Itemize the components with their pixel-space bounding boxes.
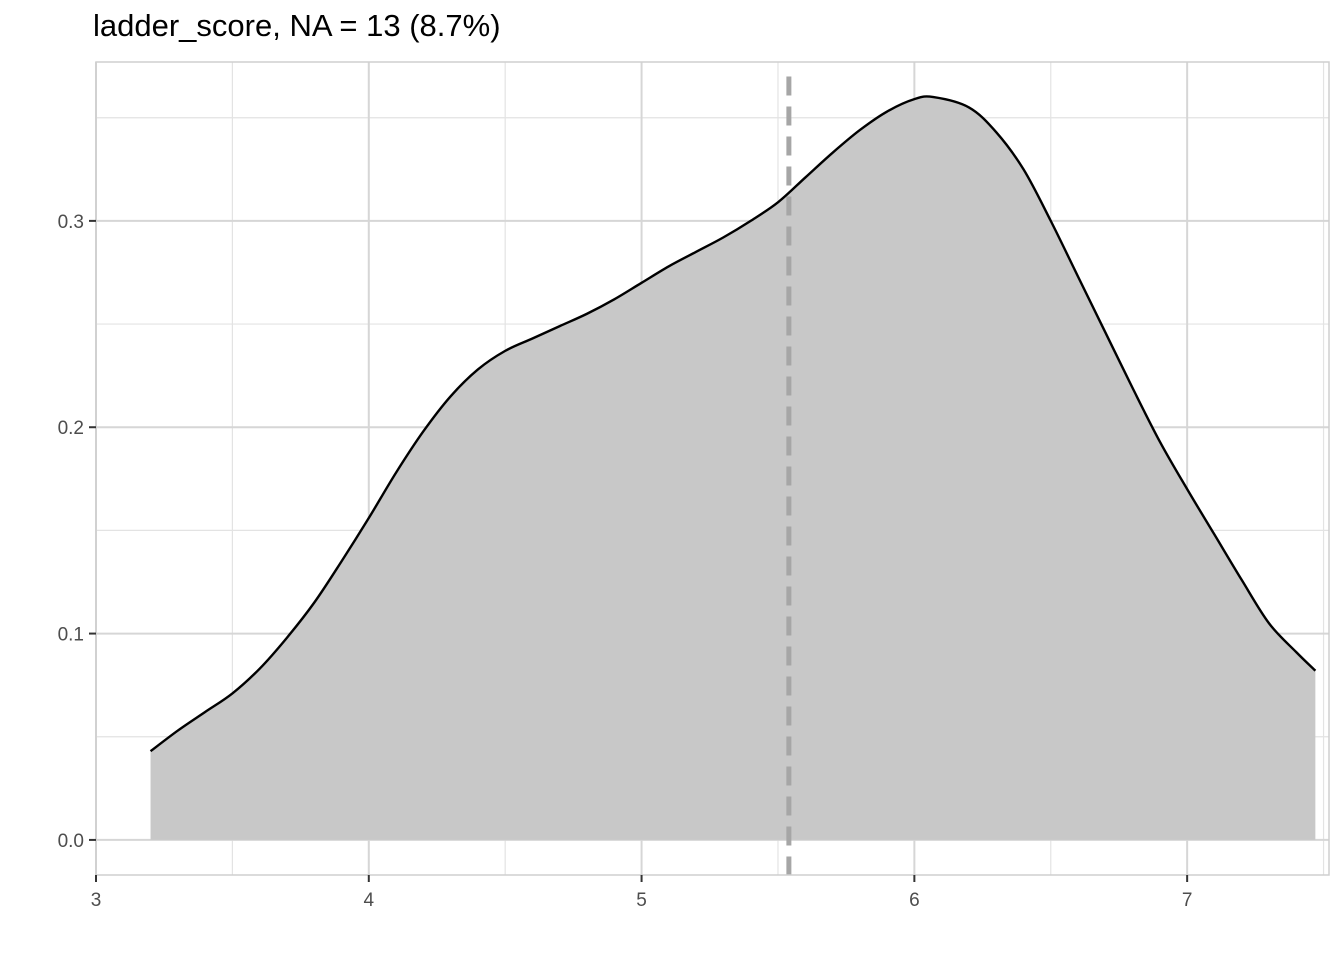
density-line [149, 95, 1317, 753]
x-tick-label: 3 [91, 890, 102, 911]
density-series [149, 95, 1317, 840]
x-tick-label: 5 [636, 890, 647, 911]
chart-title: ladder_score, NA = 13 (8.7%) [93, 8, 501, 43]
density-area [150, 96, 1316, 840]
panel-border [95, 61, 1330, 876]
y-tick-label: 0.0 [58, 831, 84, 852]
x-tick-label: 7 [1182, 890, 1193, 911]
y-tick-label: 0.1 [58, 625, 84, 646]
x-tick-label: 6 [909, 890, 920, 911]
plot-panel-border [95, 61, 1330, 876]
x-tick-label: 4 [363, 890, 374, 911]
y-tick-label: 0.3 [58, 212, 84, 233]
y-tick-label: 0.2 [58, 418, 84, 439]
axes: 3 4 5 6 7 0.0 0.1 0.2 0.3 [58, 212, 1193, 911]
